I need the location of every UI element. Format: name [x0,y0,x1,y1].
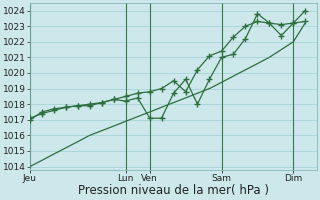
X-axis label: Pression niveau de la mer( hPa ): Pression niveau de la mer( hPa ) [78,184,269,197]
